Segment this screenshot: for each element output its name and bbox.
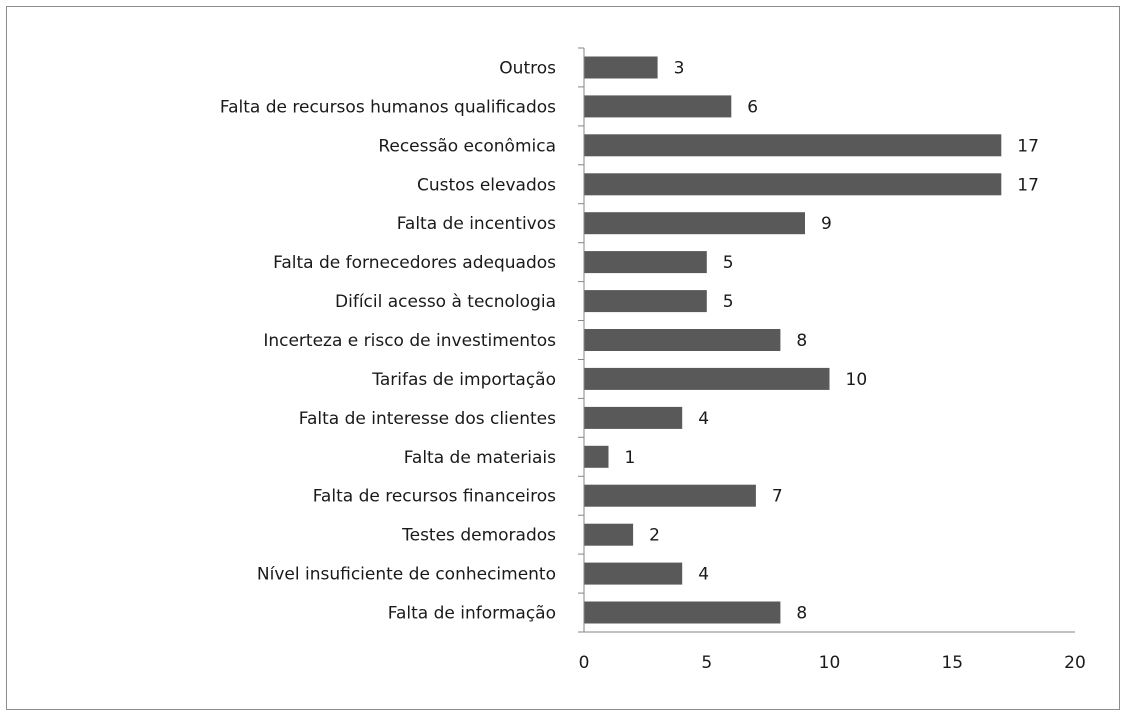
data-label-falta-de-informacao: 8 <box>796 604 807 624</box>
data-label-recessao-economica: 17 <box>1017 136 1039 156</box>
category-label-outros: Outros <box>499 59 556 79</box>
data-label-falta-de-incentivos: 9 <box>821 214 832 234</box>
bar-testes-demorados <box>584 523 634 546</box>
data-label-outros: 3 <box>674 59 685 79</box>
x-tick-label-15: 15 <box>941 653 963 673</box>
category-label-dificil-acesso-a-tecnologia: Difícil acesso à tecnologia <box>335 292 556 312</box>
category-label-incerteza-e-risco-de-investimentos: Incerteza e risco de investimentos <box>263 331 556 351</box>
category-label-custos-elevados: Custos elevados <box>417 175 556 195</box>
bar-falta-de-informacao <box>584 601 781 624</box>
data-label-incerteza-e-risco-de-investimentos: 8 <box>796 331 807 351</box>
data-label-falta-de-recursos-financeiros: 7 <box>772 487 783 507</box>
data-label-falta-de-interesse-dos-clientes: 4 <box>698 409 709 429</box>
category-label-falta-de-incentivos: Falta de incentivos <box>397 214 556 234</box>
bar-recessao-economica <box>584 134 1002 157</box>
category-label-testes-demorados: Testes demorados <box>401 526 556 546</box>
data-label-nivel-insuficiente-de-conhecimento: 4 <box>698 565 709 585</box>
category-label-falta-de-fornecedores-adequados: Falta de fornecedores adequados <box>273 253 556 273</box>
category-label-falta-de-informacao: Falta de informação <box>388 604 556 624</box>
bar-falta-de-incentivos <box>584 212 805 235</box>
x-tick-label-0: 0 <box>579 653 590 673</box>
bar-falta-de-interesse-dos-clientes <box>584 406 683 429</box>
x-tick-label-5: 5 <box>701 653 712 673</box>
category-label-falta-de-recursos-humanos-qualificados: Falta de recursos humanos qualificados <box>220 97 556 117</box>
bar-falta-de-fornecedores-adequados <box>584 251 707 274</box>
x-axis: 0 5 10 15 20 <box>578 47 1086 673</box>
category-labels: Outros Falta de recursos humanos qualific… <box>220 59 556 624</box>
category-label-falta-de-interesse-dos-clientes: Falta de interesse dos clientes <box>299 409 556 429</box>
bar-nivel-insuficiente-de-conhecimento <box>584 562 683 585</box>
x-tick-label-10: 10 <box>819 653 841 673</box>
bar-dificil-acesso-a-tecnologia <box>584 290 707 313</box>
data-label-falta-de-materiais: 1 <box>625 448 636 468</box>
data-label-tarifas-de-importacao: 10 <box>846 370 868 390</box>
bar-incerteza-e-risco-de-investimentos <box>584 329 781 351</box>
bar-tarifas-de-importacao <box>584 367 830 390</box>
data-label-falta-de-fornecedores-adequados: 5 <box>723 253 734 273</box>
category-label-falta-de-recursos-financeiros: Falta de recursos financeiros <box>313 487 556 507</box>
chart-frame <box>6 6 1120 710</box>
bar-outros <box>584 56 658 79</box>
bar-falta-de-recursos-financeiros <box>584 484 756 507</box>
data-label-testes-demorados: 2 <box>649 526 660 546</box>
category-label-tarifas-de-importacao: Tarifas de importação <box>371 370 556 390</box>
x-tick-label-20: 20 <box>1064 653 1086 673</box>
data-label-falta-de-recursos-humanos-qualificados: 6 <box>747 97 758 117</box>
category-label-falta-de-materiais: Falta de materiais <box>404 448 556 468</box>
category-label-recessao-economica: Recessão econômica <box>378 136 556 156</box>
data-label-custos-elevados: 17 <box>1017 175 1039 195</box>
bar-falta-de-recursos-humanos-qualificados <box>584 95 732 118</box>
figure-caption <box>6 712 1120 726</box>
bar-custos-elevados <box>584 173 1002 196</box>
category-label-nivel-insuficiente-de-conhecimento: Nível insuficiente de conhecimento <box>257 565 556 585</box>
bar-falta-de-materiais <box>584 445 609 468</box>
data-label-dificil-acesso-a-tecnologia: 5 <box>723 292 734 312</box>
bars-layer <box>584 56 1002 624</box>
